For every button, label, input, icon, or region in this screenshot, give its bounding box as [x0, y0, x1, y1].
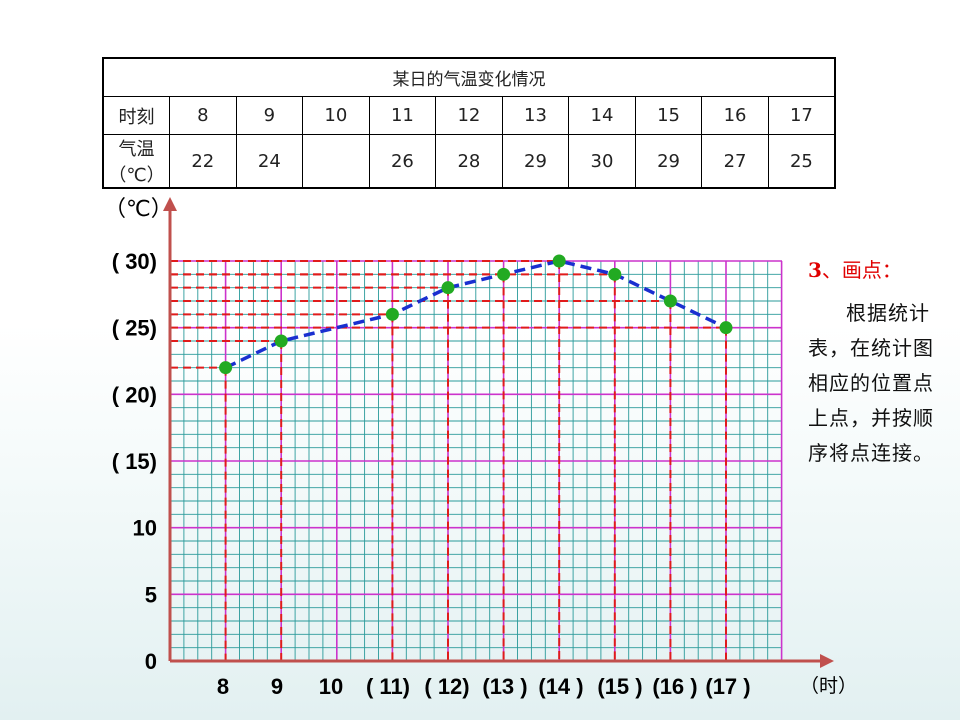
tick-labels: 0 5 10 ( 15) ( 20) ( 25) ( 30) 8 9 10 ( 11) ( 12) (1…: [104, 197, 857, 699]
data-point: [497, 267, 511, 281]
time-cell: 15: [634, 96, 703, 135]
time-cell: 16: [701, 96, 769, 135]
data-point: [608, 267, 622, 281]
temp-cell: 26: [368, 134, 437, 189]
row-label-time: 时刻: [102, 96, 171, 135]
x-tick-label: 8: [217, 674, 229, 699]
temp-cell: 28: [435, 134, 503, 189]
y-tick-label: ( 30): [112, 249, 157, 274]
temp-cell: [302, 134, 370, 189]
temp-cell: 25: [767, 134, 836, 189]
table-row-time: 时刻 8 9 10 11 12 13 14 15 16 17: [102, 96, 836, 135]
temp-cell: 27: [701, 134, 769, 189]
x-tick-label: ( 11): [366, 674, 410, 699]
x-tick-label: (13 ): [482, 674, 527, 699]
note-heading-text: 、画点：: [821, 258, 902, 282]
y-tick-label: ( 25): [112, 316, 157, 341]
data-point: [274, 334, 288, 348]
temp-cell: 24: [235, 134, 304, 189]
temp-cell: 30: [568, 134, 636, 189]
x-unit-label: （时）: [800, 675, 857, 697]
x-tick-label: (14 ): [538, 674, 583, 699]
temperature-table: 某日的气温变化情况 时刻 8 9 10 11 12 13 14 15 16 17…: [102, 57, 836, 189]
time-cell: 12: [435, 96, 503, 135]
series-layer: [219, 254, 733, 375]
data-point: [385, 307, 399, 321]
x-tick-label: (15 ): [597, 674, 642, 699]
x-axis-arrow-icon: [820, 654, 834, 668]
data-point: [663, 294, 677, 308]
time-cell: 14: [568, 96, 636, 135]
y-tick-label: ( 20): [112, 382, 157, 407]
guide-lines: [170, 260, 727, 661]
y-tick-label: 0: [145, 649, 157, 674]
table-row-temperature: 气温（℃） 22 24 26 28 29 30 29 27 25: [102, 134, 836, 189]
x-tick-label: ( 12): [424, 674, 469, 699]
y-tick-label: 10: [133, 516, 157, 541]
x-tick-label: (17 ): [705, 674, 750, 699]
note-body: 根据统计表，在统计图相应的位置点上点，并按顺序将点连接。: [808, 301, 934, 465]
y-axis-arrow-icon: [163, 197, 177, 211]
data-point: [219, 361, 233, 375]
data-point: [719, 321, 733, 335]
x-tick-label: 9: [271, 674, 283, 699]
y-unit-label: （℃）: [104, 197, 173, 222]
data-point: [441, 281, 455, 295]
side-note: 3、画点： 根据统计表，在统计图相应的位置点上点，并按顺序将点连接。: [808, 256, 954, 471]
y-tick-label: ( 15): [112, 449, 157, 474]
time-cell: 11: [368, 96, 437, 135]
note-heading-number: 3: [808, 258, 822, 282]
temp-cell: 29: [501, 134, 570, 189]
data-point: [552, 254, 566, 268]
row-label-temperature: 气温（℃）: [102, 134, 171, 189]
time-cell: 9: [235, 96, 304, 135]
x-tick-label: (16 ): [652, 674, 697, 699]
time-cell: 13: [501, 96, 570, 135]
note-heading: 3、画点：: [808, 256, 954, 284]
axes: [163, 197, 834, 668]
time-cell: 10: [302, 96, 370, 135]
y-tick-label: 5: [145, 582, 157, 607]
temp-cell: 22: [169, 134, 237, 189]
x-tick-label: 10: [319, 674, 343, 699]
time-cell: 17: [767, 96, 836, 135]
